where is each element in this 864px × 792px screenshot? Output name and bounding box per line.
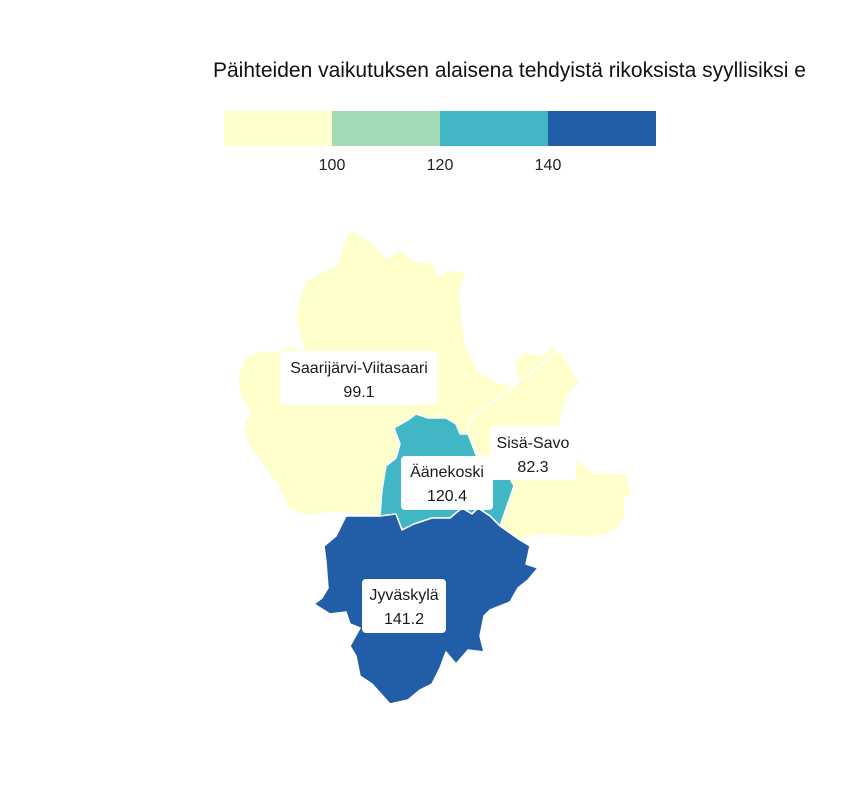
region-name: Jyväskylä (369, 587, 438, 604)
legend-tick-100: 100 (319, 157, 346, 174)
label-saarijarvi-viitasaari: Saarijärvi-Viitasaari 99.1 (280, 351, 438, 405)
label-sisa-savo: Sisä-Savo 82.3 (490, 426, 576, 480)
legend-bin-4 (548, 111, 656, 146)
label-box (362, 579, 446, 633)
region-value: 120.4 (427, 488, 467, 505)
label-box (280, 351, 438, 405)
region-labels: Saarijärvi-Viitasaari 99.1 Sisä-Savo 82.… (280, 351, 576, 633)
legend-bin-2 (332, 111, 440, 146)
legend-tick-140: 140 (535, 157, 562, 174)
map-title: Päihteiden vaikutuksen alaisena tehdyist… (213, 59, 806, 82)
label-jyvaskyla: Jyväskylä 141.2 (362, 579, 446, 633)
legend-bin-3 (440, 111, 548, 146)
label-box (401, 456, 493, 510)
region-value: 141.2 (384, 611, 424, 628)
region-value: 99.1 (343, 384, 374, 401)
region-name: Saarijärvi-Viitasaari (290, 360, 428, 377)
legend: 100 120 140 (224, 111, 656, 174)
region-name: Sisä-Savo (497, 435, 570, 452)
legend-tick-120: 120 (427, 157, 454, 174)
region-value: 82.3 (517, 459, 548, 476)
legend-bin-1 (224, 111, 332, 146)
region-name: Äänekoski (410, 463, 484, 481)
label-aanekoski: Äänekoski 120.4 (401, 456, 493, 510)
label-box (490, 426, 576, 480)
